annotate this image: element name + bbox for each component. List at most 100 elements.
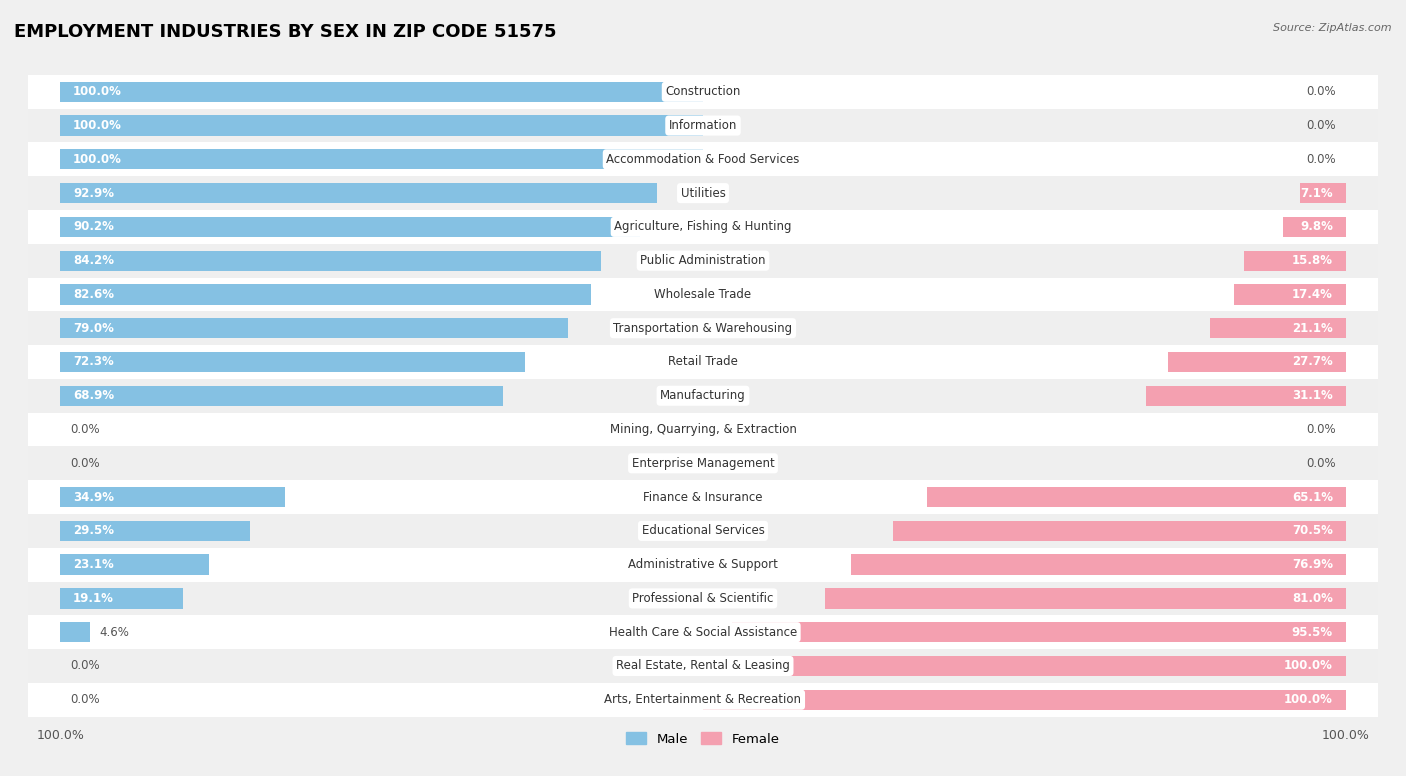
Bar [60, 217, 640, 237]
Bar [1211, 318, 1346, 338]
Bar [60, 588, 183, 608]
Bar [28, 446, 1378, 480]
Text: 0.0%: 0.0% [1306, 153, 1336, 166]
Text: Mining, Quarrying, & Extraction: Mining, Quarrying, & Extraction [610, 423, 796, 436]
Text: Arts, Entertainment & Recreation: Arts, Entertainment & Recreation [605, 693, 801, 706]
Bar [852, 555, 1346, 575]
Bar [28, 311, 1378, 345]
Text: Administrative & Support: Administrative & Support [628, 558, 778, 571]
Text: 0.0%: 0.0% [70, 423, 100, 436]
Text: 29.5%: 29.5% [73, 525, 114, 537]
Bar [28, 75, 1378, 109]
Bar [28, 109, 1378, 143]
Text: 0.0%: 0.0% [1306, 423, 1336, 436]
Text: Real Estate, Rental & Leasing: Real Estate, Rental & Leasing [616, 660, 790, 673]
Bar [60, 116, 703, 136]
Text: Finance & Insurance: Finance & Insurance [644, 490, 762, 504]
Text: Information: Information [669, 119, 737, 132]
Bar [28, 379, 1378, 413]
Bar [60, 251, 602, 271]
Text: 68.9%: 68.9% [73, 390, 114, 402]
Bar [28, 548, 1378, 581]
Bar [28, 345, 1378, 379]
Text: 9.8%: 9.8% [1301, 220, 1333, 234]
Bar [28, 649, 1378, 683]
Text: 84.2%: 84.2% [73, 255, 114, 267]
Bar [1168, 352, 1346, 372]
Bar [28, 244, 1378, 278]
Text: Construction: Construction [665, 85, 741, 99]
Text: Manufacturing: Manufacturing [661, 390, 745, 402]
Bar [928, 487, 1346, 508]
Text: 17.4%: 17.4% [1292, 288, 1333, 301]
Bar [60, 318, 568, 338]
Text: 70.5%: 70.5% [1292, 525, 1333, 537]
Text: 100.0%: 100.0% [1284, 660, 1333, 673]
Bar [733, 622, 1346, 643]
Text: Transportation & Warehousing: Transportation & Warehousing [613, 322, 793, 334]
Text: 95.5%: 95.5% [1292, 625, 1333, 639]
Bar [60, 284, 591, 304]
Bar [60, 386, 503, 406]
Bar [703, 690, 1346, 710]
Text: 76.9%: 76.9% [1292, 558, 1333, 571]
Text: 31.1%: 31.1% [1292, 390, 1333, 402]
Bar [1301, 183, 1346, 203]
Bar [60, 183, 658, 203]
Text: 72.3%: 72.3% [73, 355, 114, 369]
Bar [60, 352, 524, 372]
Text: 100.0%: 100.0% [73, 85, 122, 99]
Text: 82.6%: 82.6% [73, 288, 114, 301]
Text: 0.0%: 0.0% [1306, 119, 1336, 132]
Text: Accommodation & Food Services: Accommodation & Food Services [606, 153, 800, 166]
Text: Wholesale Trade: Wholesale Trade [654, 288, 752, 301]
Text: 27.7%: 27.7% [1292, 355, 1333, 369]
Text: Retail Trade: Retail Trade [668, 355, 738, 369]
Bar [28, 581, 1378, 615]
Text: Source: ZipAtlas.com: Source: ZipAtlas.com [1274, 23, 1392, 33]
Text: 0.0%: 0.0% [1306, 85, 1336, 99]
Text: Health Care & Social Assistance: Health Care & Social Assistance [609, 625, 797, 639]
Text: Educational Services: Educational Services [641, 525, 765, 537]
Bar [28, 176, 1378, 210]
Text: Enterprise Management: Enterprise Management [631, 457, 775, 469]
Bar [60, 622, 90, 643]
Text: 92.9%: 92.9% [73, 186, 114, 199]
Text: Public Administration: Public Administration [640, 255, 766, 267]
Bar [28, 143, 1378, 176]
Bar [60, 521, 250, 541]
Bar [1282, 217, 1346, 237]
Text: 21.1%: 21.1% [1292, 322, 1333, 334]
Bar [60, 81, 703, 102]
Text: 0.0%: 0.0% [70, 457, 100, 469]
Text: Utilities: Utilities [681, 186, 725, 199]
Bar [60, 487, 284, 508]
Bar [893, 521, 1346, 541]
Text: EMPLOYMENT INDUSTRIES BY SEX IN ZIP CODE 51575: EMPLOYMENT INDUSTRIES BY SEX IN ZIP CODE… [14, 23, 557, 41]
Text: 19.1%: 19.1% [73, 592, 114, 605]
Text: 0.0%: 0.0% [70, 660, 100, 673]
Text: 100.0%: 100.0% [73, 153, 122, 166]
Bar [1234, 284, 1346, 304]
Text: 79.0%: 79.0% [73, 322, 114, 334]
Bar [28, 683, 1378, 716]
Bar [1146, 386, 1346, 406]
Text: 15.8%: 15.8% [1292, 255, 1333, 267]
Text: 4.6%: 4.6% [100, 625, 129, 639]
Bar [1244, 251, 1346, 271]
Bar [28, 615, 1378, 649]
Text: 100.0%: 100.0% [73, 119, 122, 132]
Text: 90.2%: 90.2% [73, 220, 114, 234]
Text: 0.0%: 0.0% [70, 693, 100, 706]
Bar [703, 656, 1346, 676]
Bar [28, 278, 1378, 311]
Bar [28, 514, 1378, 548]
Bar [60, 555, 208, 575]
Text: 100.0%: 100.0% [1284, 693, 1333, 706]
Bar [825, 588, 1346, 608]
Text: 34.9%: 34.9% [73, 490, 114, 504]
Bar [28, 413, 1378, 446]
Text: Agriculture, Fishing & Hunting: Agriculture, Fishing & Hunting [614, 220, 792, 234]
Bar [28, 480, 1378, 514]
Bar [60, 149, 703, 169]
